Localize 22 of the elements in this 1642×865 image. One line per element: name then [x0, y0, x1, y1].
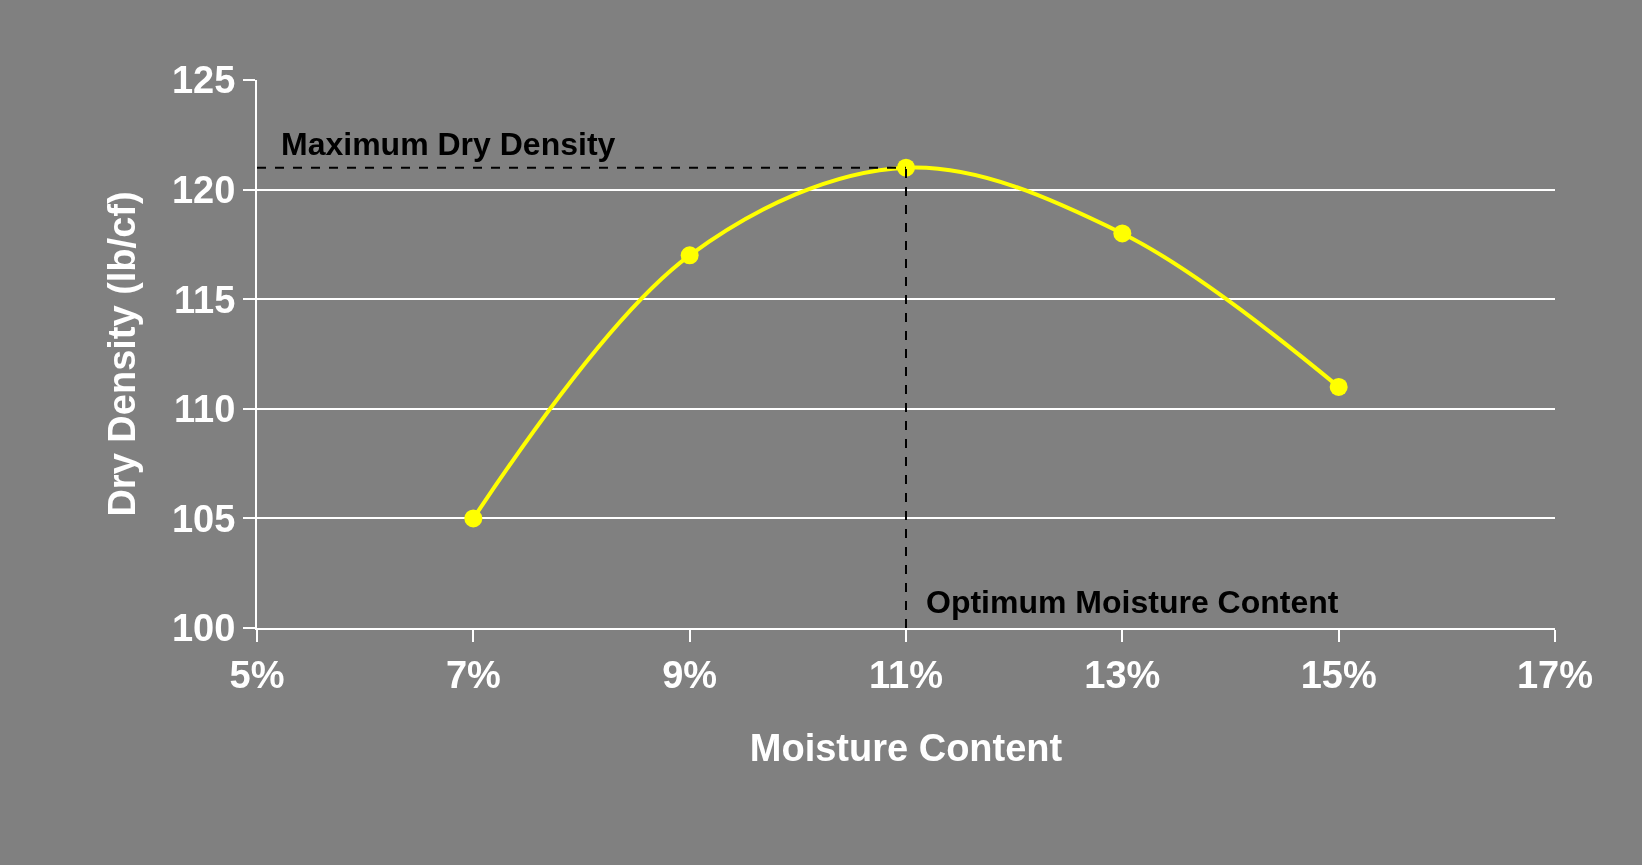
point [897, 158, 915, 177]
y-tick-label: 120 [171, 168, 236, 211]
x-tick-label: 9% [662, 653, 718, 696]
x-tick-label: 7% [445, 653, 501, 696]
y-axis-title: Dry Density (lb/cf) [100, 191, 143, 517]
y-tick-label: 115 [174, 278, 236, 321]
point [464, 509, 483, 528]
x-tick-label: 11% [869, 653, 943, 696]
y-tick-label: 105 [171, 497, 236, 540]
x-tick-label: 13% [1084, 653, 1161, 696]
x-tick-label: 17% [1516, 653, 1594, 696]
ref-line-label: Optimum Moisture Content [926, 584, 1339, 620]
y-tick-label: 100 [171, 607, 236, 650]
y-tick-label: 125 [171, 59, 236, 102]
point [680, 246, 699, 265]
ref-line-label: Maximum Dry Density [281, 126, 616, 162]
point [1113, 224, 1132, 243]
point [1329, 377, 1348, 396]
x-tick-label: 5% [229, 653, 285, 696]
x-tick-label: 15% [1300, 653, 1377, 696]
y-tick-label: 110 [174, 388, 236, 431]
x-axis-title: Moisture Content [749, 727, 1063, 770]
